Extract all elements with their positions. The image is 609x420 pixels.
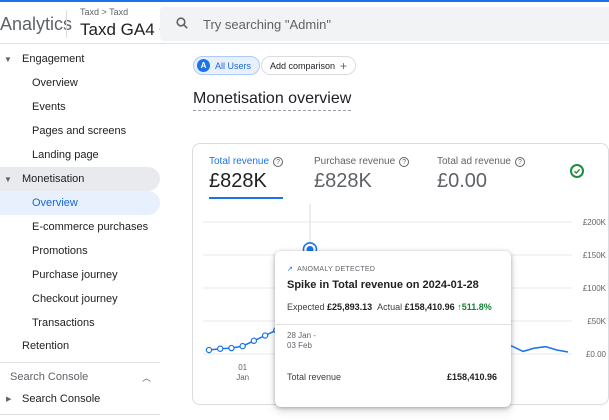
sidebar-item-label: Landing page [32,149,99,161]
metric-value: £828K [209,170,267,192]
property-name: Taxd GA4 [80,20,155,39]
sidebar-item-landing-page[interactable]: Landing page [0,143,160,167]
top-bar: Analytics Taxd > Taxd Taxd GA4▼ Try sear… [0,0,609,44]
change-percentage: ↑511.8% [457,302,492,312]
data-point [205,346,213,354]
tooltip-metric-label: Total revenue [287,372,342,382]
breadcrumb[interactable]: Taxd > Taxd [80,7,129,17]
sidebar-item-label: Retention [22,340,70,352]
expand-arrow-right-icon: ▶ [6,396,12,403]
sidebar-item-checkout-journey[interactable]: Checkout journey [0,287,160,311]
header-divider [66,10,67,38]
search-bar[interactable]: Try searching "Admin" [160,7,609,41]
metric-value: £828K [314,170,372,192]
range-start: 28 Jan - [287,331,316,340]
sidebar-item-engagement[interactable]: ▼ Engagement [0,47,160,71]
y-tick-label: £0.00 [586,350,607,359]
sidebar-item-label: Purchase journey [32,269,118,281]
date-range: 28 Jan -03 Feb [287,331,316,351]
y-tick-label: £200K [583,218,607,227]
add-comparison-button[interactable]: Add comparison + [261,56,357,75]
sidebar-item-search-console[interactable]: ▶ Search Console [0,387,160,411]
chevron-up-icon: ︿ [142,372,152,383]
anomaly-headline: Spike in Total revenue on 2024-01-28 [287,279,479,291]
sidebar-item-label: Monetisation [22,173,85,185]
plus-icon: + [340,58,348,73]
sidebar-divider-bottom [0,414,160,415]
data-point [250,337,258,344]
sidebar-item-monetisation[interactable]: ▼ Monetisation [0,167,160,191]
sidebar-item-ecommerce-purchases[interactable]: E-commerce purchases [0,215,160,239]
actual-label: Actual [377,302,403,312]
sidebar-item-label: Promotions [32,245,88,257]
sidebar-item-label: E-commerce purchases [32,221,149,233]
sidebar: ▼ Engagement Overview Events Pages and sc… [0,44,170,420]
expected-value: £25,893.13 [327,302,373,312]
metric-label: Total revenue [209,156,270,167]
metric-tab-total-revenue[interactable]: Total revenue? £828K [209,156,284,199]
actual-value: £158,410.96 [404,302,455,312]
metric-label: Total ad revenue [437,156,511,167]
data-point [239,342,246,350]
button-label: Add comparison [270,60,336,71]
data-point [261,332,269,339]
app-title[interactable]: Analytics [0,14,73,34]
y-tick-label: £150K [583,251,607,260]
sidebar-item-events[interactable]: Events [0,95,160,119]
search-input[interactable]: Try searching "Admin" [203,17,331,32]
y-tick-label: £50K [587,317,606,326]
range-end: 03 Feb [287,341,312,350]
sidebar-item-retention[interactable]: Retention [0,334,160,358]
sidebar-item-engagement-overview[interactable]: Overview [0,71,160,95]
sidebar-item-promotions[interactable]: Promotions [0,239,160,263]
metric-value: £0.00 [437,170,488,192]
anomaly-badge: ANOMALY DETECTED [297,266,376,273]
sidebar-item-label: Transactions [32,317,95,329]
tooltip-metric-value: £158,410.96 [446,372,497,382]
sidebar-item-purchase-journey[interactable]: Purchase journey [0,263,160,287]
anomaly-expected-row: Expected £25,893.13 Actual £158,410.96 ↑… [287,302,492,312]
expand-arrow-icon: ▼ [4,174,12,184]
all-users-chip[interactable]: A All Users [193,56,261,75]
x-tick-label-month: Jan [236,373,249,382]
page-title: Monetisation overview [193,90,352,111]
sidebar-item-transactions[interactable]: Transactions [0,311,160,335]
sidebar-item-label: Pages and screens [32,125,127,137]
sidebar-item-label: Overview [32,77,78,89]
sidebar-item-monetisation-overview[interactable]: Overview [0,191,160,215]
section-title: Search Console [10,371,89,383]
sidebar-item-pages-and-screens[interactable]: Pages and screens [0,119,160,143]
main-content: A All Users Add comparison + Monetisation … [170,44,609,420]
section-search-console-header[interactable]: Search Console ︿ [0,365,160,389]
sidebar-item-label: Events [32,101,66,113]
property-selector[interactable]: Taxd GA4▼ [80,20,167,40]
expected-label: Expected [287,302,325,312]
check-circle-icon[interactable] [570,164,584,178]
anomaly-tooltip: ↗ ANOMALY DETECTED Spike in Total revenue… [275,251,511,407]
sidebar-item-label: Search Console [22,393,101,405]
sidebar-divider [0,362,160,363]
segment-avatar: A [197,59,210,72]
metric-tab-purchase-revenue[interactable]: Purchase revenue? £828K [314,156,410,193]
help-icon[interactable]: ? [273,156,284,167]
expand-arrow-icon: ▼ [4,54,12,64]
anomaly-spark-icon: ↗ [287,266,294,273]
sidebar-item-label: Checkout journey [32,293,118,305]
data-point [217,345,224,352]
metric-label: Purchase revenue [314,156,396,167]
y-tick-label: £100K [583,284,607,293]
chip-label: All Users [215,60,252,71]
search-icon [176,17,188,29]
sidebar-item-label: Overview [32,197,78,209]
data-point [228,344,235,352]
x-tick-label-day: 01 [238,363,247,372]
tooltip-divider [275,324,511,325]
metric-tab-total-ad-revenue[interactable]: Total ad revenue? £0.00 [437,156,525,193]
help-icon[interactable]: ? [514,156,525,167]
sidebar-item-label: Engagement [22,53,85,65]
help-icon[interactable]: ? [399,156,410,167]
